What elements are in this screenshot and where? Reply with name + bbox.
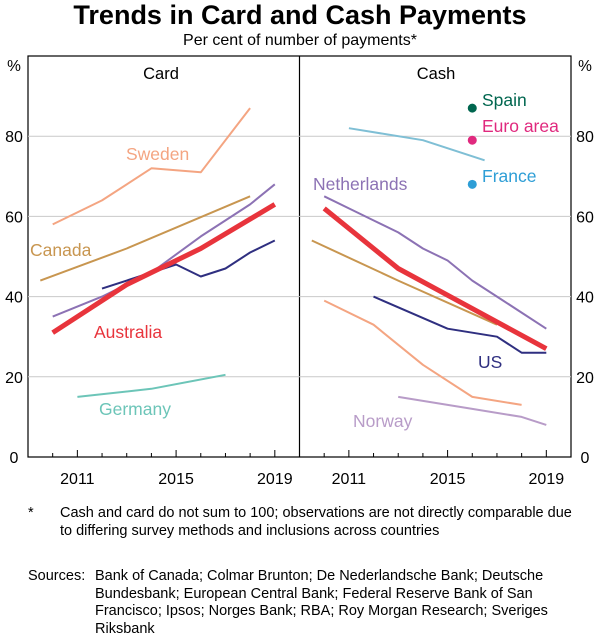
series-line-canada — [311, 239, 498, 326]
series-line-norway-line — [323, 299, 522, 406]
cash-panel-title: Cash — [417, 65, 456, 83]
series-line-australia — [51, 202, 277, 335]
y-tick-label: 0 — [10, 450, 19, 467]
sources-text: Bank of Canada; Colmar Brunton; De Neder… — [95, 568, 548, 637]
y-tick-label: 60 — [576, 209, 594, 226]
point-france — [467, 179, 477, 189]
y-tick-label: 60 — [5, 209, 23, 226]
series-layer — [39, 103, 548, 426]
y-tick-label: 20 — [5, 370, 23, 387]
y-tick-label: 80 — [576, 129, 594, 146]
series-line-germany — [77, 373, 226, 398]
label-sweden: Sweden — [126, 144, 189, 164]
y-tick-label: 40 — [5, 290, 23, 307]
axis-ticks: 0 20 40 60 80 2011 2015 2019 0 20 40 60 80 2011 2015 20… — [5, 129, 594, 488]
chart-canvas: 0 20 40 60 80 2011 2015 2019 0 20 40 60 80 2011 2015 20… — [5, 55, 594, 488]
y-tick-label: 0 — [581, 450, 590, 467]
label-netherlands: Netherlands — [313, 174, 408, 194]
label-germany: Germany — [99, 399, 171, 419]
x-tick-label: 2011 — [60, 471, 95, 488]
y-tick-label: 40 — [576, 290, 594, 307]
footnote-text: Cash and card do not sum to 100; observa… — [60, 505, 572, 539]
label-spain: Spain — [482, 90, 527, 110]
label-euro-area: Euro area — [482, 116, 559, 136]
card-panel-title: Card — [143, 65, 179, 83]
x-tick-label: 2015 — [430, 471, 466, 488]
series-line-norway — [398, 395, 547, 426]
label-canada: Canada — [30, 240, 92, 260]
series-line-sweden — [52, 107, 251, 226]
label-australia: Australia — [94, 322, 162, 342]
y-unit-right: % — [578, 58, 592, 75]
x-tick-label: 2019 — [529, 471, 565, 488]
y-tick-label: 80 — [5, 129, 23, 146]
series-line-netherlands — [323, 195, 547, 330]
chart-subtitle: Per cent of number of payments* — [183, 32, 417, 49]
series-line-netherlands — [52, 183, 276, 318]
y-tick-label: 20 — [576, 370, 594, 387]
point-euro-area — [467, 135, 477, 145]
label-us: US — [478, 352, 502, 372]
x-tick-label: 2011 — [332, 471, 367, 488]
series-line-france — [348, 127, 485, 162]
x-tick-label: 2019 — [257, 471, 293, 488]
label-france: France — [482, 166, 536, 186]
chart-title: Trends in Card and Cash Payments — [73, 0, 527, 30]
point-spain — [467, 103, 477, 113]
sources-label: Sources: — [28, 568, 86, 584]
y-unit-left: % — [7, 58, 21, 75]
series-line-canada — [39, 195, 251, 282]
series-line-australia — [322, 206, 548, 351]
x-tick-label: 2015 — [158, 471, 194, 488]
footnote-marker: * — [28, 505, 34, 521]
label-norway: Norway — [353, 411, 413, 431]
series-line-us — [373, 295, 547, 354]
